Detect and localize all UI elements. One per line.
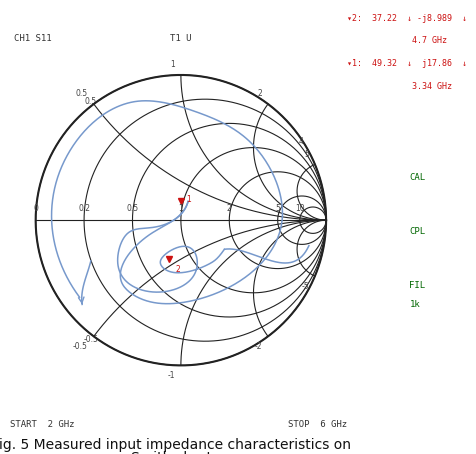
Text: 2: 2 — [227, 204, 232, 213]
Text: -5: -5 — [301, 282, 309, 291]
Text: CAL: CAL — [409, 173, 426, 182]
Text: 2: 2 — [258, 89, 262, 98]
Text: 0.2: 0.2 — [78, 204, 90, 213]
Text: -0.5: -0.5 — [83, 335, 98, 344]
Text: 0.5: 0.5 — [127, 204, 139, 213]
Text: -0.5: -0.5 — [73, 342, 88, 351]
Text: STOP  6 GHz: STOP 6 GHz — [288, 420, 347, 429]
Text: 1k: 1k — [409, 300, 420, 309]
Text: 5: 5 — [304, 149, 309, 158]
Text: Smith chart: Smith chart — [131, 451, 212, 454]
Text: START  2 GHz: START 2 GHz — [10, 420, 74, 429]
Text: ▾1:  49.32  ↓  j17.86  ↓: ▾1: 49.32 ↓ j17.86 ↓ — [347, 59, 467, 68]
Text: 0.5: 0.5 — [85, 97, 97, 106]
Text: 3.34 GHz: 3.34 GHz — [347, 82, 453, 91]
Text: Fig. 5 Measured input impedance characteristics on: Fig. 5 Measured input impedance characte… — [0, 438, 351, 452]
Text: CH1 S11: CH1 S11 — [14, 34, 51, 43]
Text: CPL: CPL — [409, 227, 426, 236]
Text: 1: 1 — [178, 204, 183, 213]
Text: -2: -2 — [255, 342, 262, 351]
Text: 0: 0 — [33, 204, 38, 213]
Text: FIL: FIL — [409, 281, 426, 291]
Text: 5: 5 — [275, 204, 280, 213]
Text: 1: 1 — [170, 60, 175, 69]
Text: 4: 4 — [298, 137, 303, 146]
Text: 10: 10 — [295, 204, 305, 213]
Text: ▾2:  37.22  ↓ -j8.989  ↓: ▾2: 37.22 ↓ -j8.989 ↓ — [347, 14, 467, 23]
Text: 2: 2 — [175, 265, 180, 274]
Text: 1: 1 — [187, 195, 191, 204]
Text: 0.5: 0.5 — [76, 89, 88, 98]
Text: -1: -1 — [168, 371, 175, 380]
Text: 4.7 GHz: 4.7 GHz — [347, 36, 447, 45]
Text: T1 U: T1 U — [170, 34, 192, 43]
